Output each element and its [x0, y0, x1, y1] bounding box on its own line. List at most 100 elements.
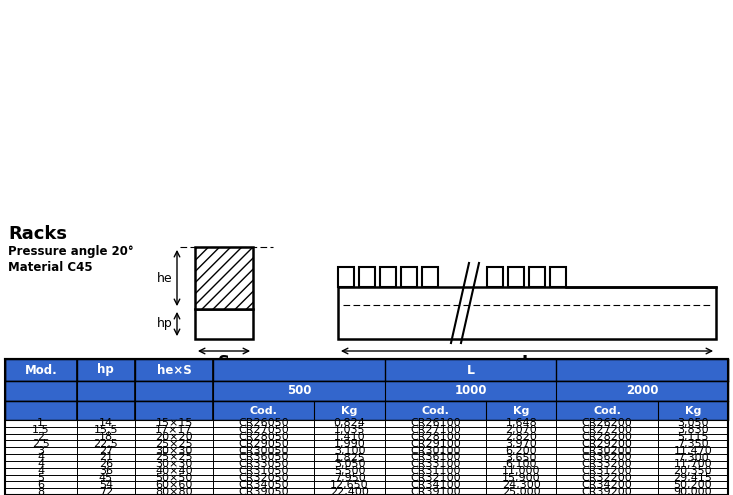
- Text: Cod.: Cod.: [593, 405, 621, 415]
- Text: 5,115: 5,115: [677, 432, 709, 442]
- Text: 24,300: 24,300: [502, 480, 541, 490]
- Text: CR36200: CR36200: [582, 452, 633, 462]
- Bar: [508, 267, 524, 287]
- Text: 3: 3: [37, 446, 44, 456]
- Text: 11,700: 11,700: [674, 459, 712, 469]
- Text: 3,650: 3,650: [506, 452, 537, 462]
- Text: 2.5: 2.5: [32, 439, 50, 449]
- Text: CR30050: CR30050: [238, 446, 289, 456]
- Text: 3,970: 3,970: [505, 439, 537, 449]
- Bar: [338, 267, 354, 287]
- Bar: [195, 309, 253, 339]
- Text: 26: 26: [99, 459, 113, 469]
- Text: CR29100: CR29100: [410, 439, 461, 449]
- Text: 21: 21: [99, 452, 113, 462]
- Text: 36: 36: [99, 466, 113, 476]
- Text: 15,900: 15,900: [502, 473, 540, 483]
- Bar: [401, 267, 417, 287]
- Text: 6,100: 6,100: [506, 459, 537, 469]
- Text: CR32050: CR32050: [238, 473, 289, 483]
- Text: 54: 54: [99, 480, 113, 490]
- Text: 22,5: 22,5: [93, 439, 118, 449]
- Text: CR26200: CR26200: [582, 418, 633, 428]
- Bar: [5, 447, 728, 454]
- Bar: [5, 381, 728, 401]
- Bar: [5, 475, 728, 481]
- Text: 2,070: 2,070: [505, 425, 537, 435]
- Text: CR33100: CR33100: [410, 459, 460, 469]
- Text: 50,200: 50,200: [674, 480, 712, 490]
- Text: CR28100: CR28100: [410, 432, 461, 442]
- Text: hp: hp: [97, 363, 114, 377]
- Text: 1000: 1000: [454, 385, 487, 397]
- Bar: [5, 441, 728, 447]
- Text: 27: 27: [99, 446, 113, 456]
- Text: CR28050: CR28050: [238, 432, 289, 442]
- Text: CR31100: CR31100: [410, 466, 460, 476]
- Bar: [5, 488, 728, 495]
- Text: 11,470: 11,470: [674, 446, 712, 456]
- Text: he×S: he×S: [157, 363, 191, 377]
- Text: CR32100: CR32100: [410, 473, 461, 483]
- Bar: [5, 359, 728, 381]
- Bar: [5, 468, 728, 475]
- Text: 30×30: 30×30: [155, 446, 193, 456]
- Text: 22,400: 22,400: [330, 487, 369, 495]
- Text: 4: 4: [37, 466, 44, 476]
- Text: 20×20: 20×20: [155, 432, 193, 442]
- Bar: [5, 454, 728, 461]
- Text: 0,824: 0,824: [334, 418, 366, 428]
- Text: 1: 1: [37, 418, 44, 428]
- Text: CR30200: CR30200: [582, 446, 633, 456]
- Bar: [529, 267, 545, 287]
- Text: 8: 8: [37, 487, 44, 495]
- Text: 3,830: 3,830: [677, 425, 709, 435]
- Text: 11,000: 11,000: [502, 466, 540, 476]
- Text: CR33200: CR33200: [582, 459, 633, 469]
- Text: L: L: [466, 363, 474, 377]
- Text: Cod.: Cod.: [421, 405, 449, 415]
- Text: 1,410: 1,410: [334, 432, 366, 442]
- Text: 1.5: 1.5: [32, 425, 50, 435]
- Bar: [422, 267, 438, 287]
- Bar: [195, 247, 253, 309]
- Text: CR34200: CR34200: [582, 480, 633, 490]
- Text: Kg: Kg: [685, 405, 701, 415]
- Text: 12,650: 12,650: [331, 480, 369, 490]
- Text: 72: 72: [99, 487, 113, 495]
- Text: CR36050: CR36050: [238, 452, 289, 462]
- Text: 30×30: 30×30: [155, 459, 193, 469]
- Text: 90,000: 90,000: [674, 487, 712, 495]
- Text: Kg: Kg: [513, 405, 529, 415]
- Text: 6,200: 6,200: [506, 446, 537, 456]
- Text: 6: 6: [37, 480, 44, 490]
- Text: CR30100: CR30100: [410, 446, 460, 456]
- Text: 40×40: 40×40: [155, 466, 193, 476]
- Text: hp: hp: [158, 317, 173, 331]
- Text: 3,100: 3,100: [334, 446, 365, 456]
- Text: 1,990: 1,990: [334, 439, 366, 449]
- Text: 45: 45: [99, 473, 113, 483]
- Text: 15×15: 15×15: [155, 418, 193, 428]
- Text: 500: 500: [287, 385, 311, 397]
- Text: Pressure angle 20°: Pressure angle 20°: [8, 245, 133, 258]
- Text: CR29200: CR29200: [581, 439, 633, 449]
- Text: CR32200: CR32200: [582, 473, 633, 483]
- Text: 14: 14: [99, 418, 113, 428]
- Bar: [5, 427, 728, 434]
- Text: CR33050: CR33050: [238, 459, 289, 469]
- Text: 2: 2: [37, 432, 44, 442]
- Text: CR34050: CR34050: [238, 480, 289, 490]
- Text: 1,648: 1,648: [505, 418, 537, 428]
- Text: 7,350: 7,350: [677, 439, 709, 449]
- Text: 2,820: 2,820: [505, 432, 537, 442]
- Text: CR27050: CR27050: [238, 425, 289, 435]
- Text: L: L: [522, 354, 532, 372]
- Text: 5,500: 5,500: [334, 466, 365, 476]
- Text: 60×60: 60×60: [155, 480, 193, 490]
- Text: CR28200: CR28200: [581, 432, 633, 442]
- Text: 1,035: 1,035: [334, 425, 365, 435]
- Text: CR31050: CR31050: [238, 466, 289, 476]
- Text: Kg: Kg: [342, 405, 358, 415]
- Text: he: he: [158, 271, 173, 285]
